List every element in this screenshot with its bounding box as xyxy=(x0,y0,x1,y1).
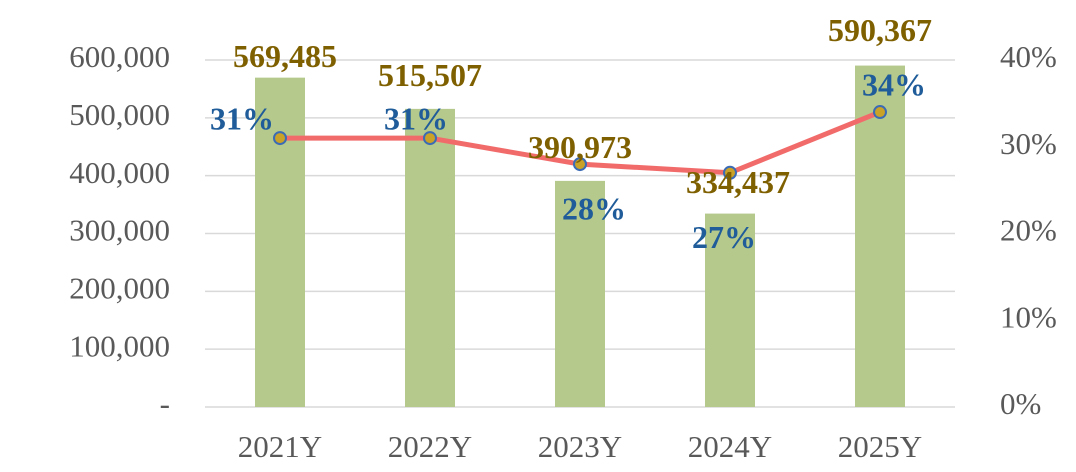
line-marker xyxy=(723,165,737,180)
bar xyxy=(555,180,605,407)
y-tick-label: 100,000 xyxy=(69,328,170,363)
bar xyxy=(855,65,905,408)
line-marker xyxy=(423,131,437,146)
y2-tick-label: 40% xyxy=(1000,39,1057,74)
bar xyxy=(405,108,455,408)
y-tick-label: 600,000 xyxy=(69,39,170,74)
x-tick-label: 2021Y xyxy=(238,429,322,464)
line-marker xyxy=(273,131,287,146)
y-tick-label: 400,000 xyxy=(69,155,170,190)
bar xyxy=(705,213,755,407)
y-tick-label: 200,000 xyxy=(69,270,170,305)
data-label: 334,437 xyxy=(686,164,790,200)
y2-tick-label: 30% xyxy=(1000,126,1057,161)
y-tick-label: - xyxy=(160,386,170,421)
data-label: 590,367 xyxy=(828,12,932,48)
y2-tick-label: 10% xyxy=(1000,299,1057,334)
x-tick-label: 2024Y xyxy=(688,429,772,464)
data-label: 569,485 xyxy=(233,38,337,74)
line-marker xyxy=(873,105,887,120)
data-label: 34% xyxy=(862,66,926,102)
x-tick-label: 2025Y xyxy=(838,429,922,464)
x-tick-label: 2022Y xyxy=(388,429,472,464)
data-label: 390,973 xyxy=(528,129,632,165)
y-tick-label: 300,000 xyxy=(69,213,170,248)
y2-tick-label: 20% xyxy=(1000,213,1057,248)
data-label: 27% xyxy=(692,219,756,255)
data-label: 28% xyxy=(562,190,626,226)
x-tick-label: 2023Y xyxy=(538,429,622,464)
data-label: 31% xyxy=(384,100,448,136)
data-label: 515,507 xyxy=(378,57,482,93)
y-tick-label: 500,000 xyxy=(69,97,170,132)
data-label: 31% xyxy=(210,100,274,136)
y2-tick-label: 0% xyxy=(1000,386,1041,421)
line-marker xyxy=(573,157,587,172)
